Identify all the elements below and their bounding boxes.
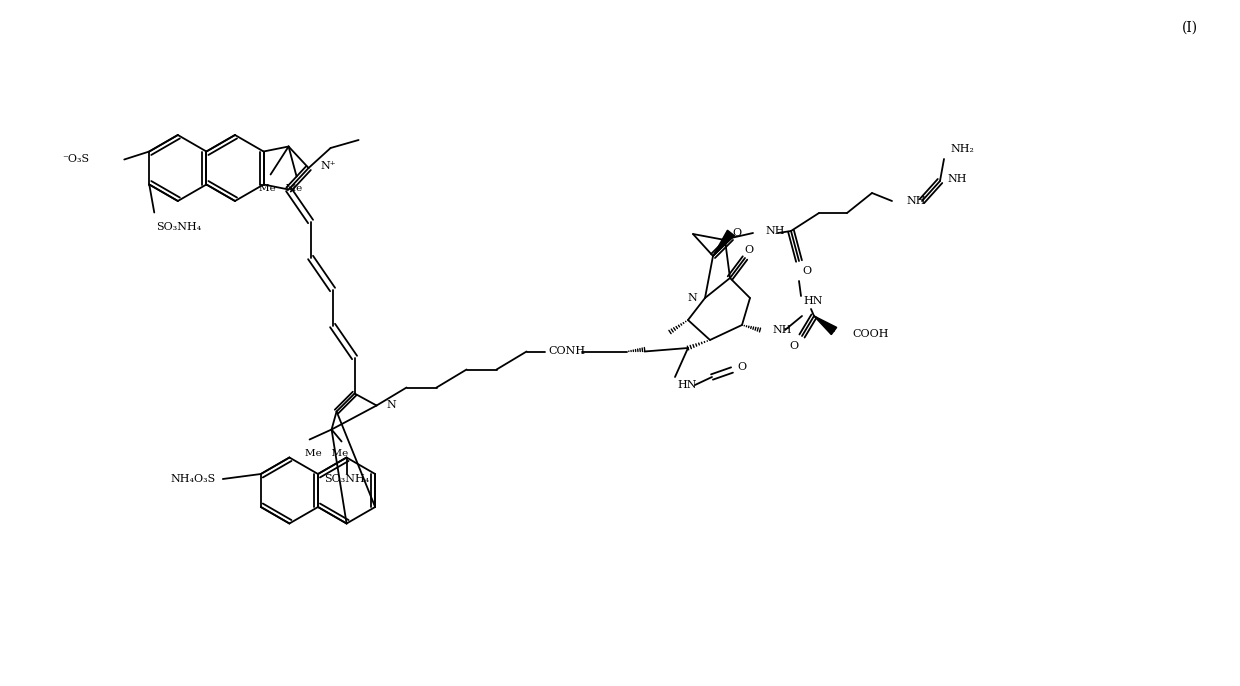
Text: ⁻O₃S: ⁻O₃S (62, 154, 89, 165)
Text: COOH: COOH (852, 329, 889, 339)
Polygon shape (813, 316, 837, 335)
Text: N: N (387, 401, 397, 410)
Text: N⁺: N⁺ (321, 161, 336, 171)
Text: O: O (733, 228, 742, 238)
Text: SO₃NH₄: SO₃NH₄ (324, 475, 370, 484)
Text: (I): (I) (1182, 21, 1198, 35)
Text: N: N (687, 293, 697, 303)
Text: NH: NH (906, 196, 925, 206)
Text: HN: HN (677, 380, 697, 390)
Text: NH: NH (947, 174, 966, 184)
Polygon shape (713, 230, 734, 256)
Text: NH: NH (773, 325, 791, 335)
Text: Me   Me: Me Me (305, 449, 348, 458)
Text: SO₃NH₄: SO₃NH₄ (156, 222, 202, 231)
Text: NH₂: NH₂ (950, 144, 973, 154)
Text: HN: HN (804, 296, 822, 306)
Text: O: O (744, 245, 754, 255)
Text: Me   Me: Me Me (259, 184, 303, 193)
Text: O: O (802, 266, 811, 276)
Text: CONH: CONH (548, 346, 585, 357)
Text: O: O (790, 341, 799, 351)
Text: NH₄O₃S: NH₄O₃S (171, 474, 216, 484)
Text: NH: NH (765, 226, 785, 236)
Text: O: O (738, 362, 746, 372)
